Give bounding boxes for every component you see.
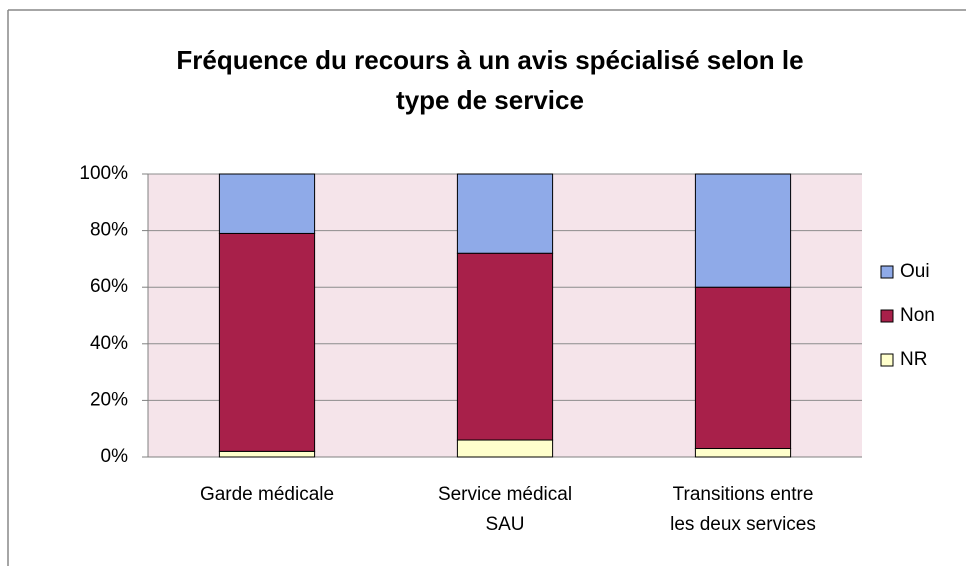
x-tick-label: Service médical SAU: [437, 484, 573, 535]
y-tick-label: 60%: [90, 276, 128, 297]
x-tick-label: Transitions entre les deux services: [670, 484, 816, 535]
legend-label: Oui: [900, 261, 930, 282]
bar-segment: [456, 439, 554, 458]
bar-segment: [694, 286, 792, 450]
bar-segment: [694, 448, 792, 458]
bar-segment: [218, 232, 316, 452]
y-tick-label: 40%: [90, 333, 128, 354]
y-tick-label: 80%: [90, 220, 128, 241]
y-tick-label: 100%: [79, 163, 128, 184]
chart-title: Fréquence du recours à un avis spécialis…: [176, 45, 804, 115]
bar-segment: [218, 173, 316, 234]
bar-segment: [218, 450, 316, 458]
legend-swatch: [880, 309, 894, 323]
y-tick-label: 20%: [90, 389, 128, 410]
y-tick-label: 0%: [101, 446, 129, 467]
legend-swatch: [880, 265, 894, 279]
bar-segment: [456, 173, 554, 254]
legend-label: Non: [900, 305, 935, 326]
legend-swatch: [880, 353, 894, 367]
x-tick-label: Garde médicale: [199, 484, 335, 505]
bar-segment: [456, 252, 554, 441]
bar-segment: [694, 173, 792, 288]
legend-label: NR: [900, 349, 927, 370]
